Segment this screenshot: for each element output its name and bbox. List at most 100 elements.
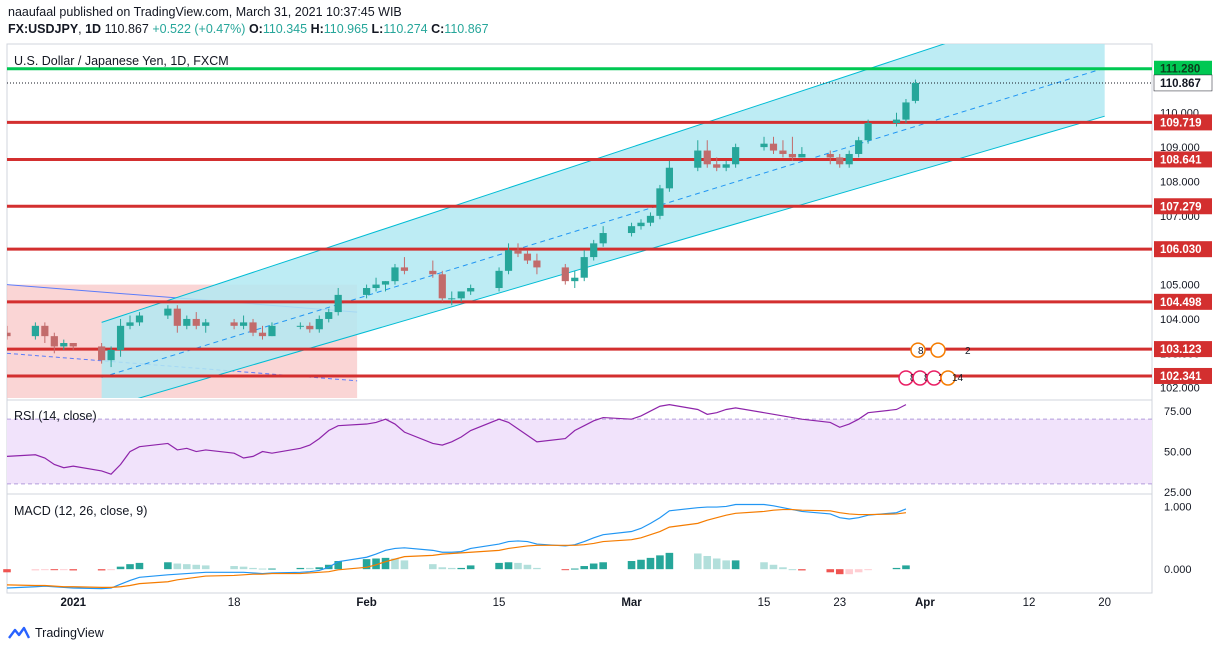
macd-histogram-bar xyxy=(835,569,844,575)
rsi-line xyxy=(6,404,907,475)
time-axis-tick: 18 xyxy=(228,597,241,609)
candle xyxy=(372,284,380,289)
candle xyxy=(911,82,920,101)
macd-histogram-bar xyxy=(646,557,655,570)
symbol[interactable]: FX:USDJPY xyxy=(8,22,79,36)
candle xyxy=(627,226,636,234)
macd-histogram-bar xyxy=(59,569,68,571)
macd-histogram-bar xyxy=(892,567,901,570)
candle xyxy=(836,157,844,165)
macd-histogram-bar xyxy=(438,567,447,570)
candle xyxy=(315,318,323,330)
candle xyxy=(580,257,588,278)
level-axis-label: 109.719 xyxy=(1160,117,1202,129)
macd-histogram-bar xyxy=(334,561,342,570)
candle xyxy=(381,281,390,285)
price-pane[interactable] xyxy=(3,0,1152,409)
macd-histogram-bar xyxy=(533,567,541,570)
macd-histogram-bar xyxy=(400,560,409,570)
event-marker-icon[interactable] xyxy=(930,342,946,358)
level-axis-label-bg xyxy=(1154,114,1212,131)
level-axis-label: 108.641 xyxy=(1160,154,1202,166)
macd-pane[interactable] xyxy=(3,503,910,590)
event-marker-icon[interactable] xyxy=(910,342,926,358)
macd-histogram-bar xyxy=(769,564,778,570)
candle xyxy=(268,325,276,337)
rsi-pane[interactable] xyxy=(6,404,1152,485)
candle xyxy=(855,140,863,154)
candle xyxy=(296,325,304,327)
time-axis-tick: Feb xyxy=(356,597,376,609)
close-value: 110.867 xyxy=(444,22,489,36)
level-axis-label-bg xyxy=(1154,367,1212,384)
macd-histogram-bar xyxy=(457,567,465,570)
macd-histogram-bar xyxy=(107,569,115,571)
event-marker-icon[interactable] xyxy=(940,370,956,386)
candle xyxy=(164,308,172,316)
macd-histogram-bar xyxy=(694,553,702,570)
candle xyxy=(656,188,664,216)
candle xyxy=(239,322,248,326)
interval[interactable]: 1D xyxy=(85,22,102,36)
macd-histogram-bar xyxy=(514,562,522,570)
time-axis-tick: Apr xyxy=(915,597,935,609)
candle xyxy=(202,322,210,326)
level-axis-label: 102.341 xyxy=(1160,371,1202,383)
macd-line xyxy=(6,503,907,590)
level-axis-label-bg xyxy=(1154,151,1212,168)
macd-histogram-bar xyxy=(372,558,380,570)
candle xyxy=(769,143,778,151)
macd-axis-tick: 0.000 xyxy=(1164,564,1192,576)
candle xyxy=(325,312,333,319)
macd-histogram-bar xyxy=(845,569,853,575)
level-axis-label: 106.030 xyxy=(1160,244,1202,256)
channel-lower-line xyxy=(137,115,1105,398)
candle xyxy=(173,308,181,326)
tradingview-brand: TradingView xyxy=(35,626,104,640)
event-marker-label: 2 xyxy=(965,346,971,357)
candle xyxy=(183,318,191,326)
macd-histogram-bar xyxy=(779,567,787,570)
time-axis-tick: 23 xyxy=(833,597,846,609)
price-axis-tick: 105.000 xyxy=(1160,280,1200,292)
time-axis-tick: 2021 xyxy=(60,597,86,609)
candle xyxy=(334,294,342,313)
candle xyxy=(467,288,475,292)
macd-histogram-bar xyxy=(183,564,191,570)
level-axis-label-bg xyxy=(1154,241,1212,258)
macd-histogram-bar xyxy=(173,563,182,570)
candle xyxy=(845,153,853,165)
candle xyxy=(665,167,673,189)
macd-histogram-bar xyxy=(637,559,645,570)
candle xyxy=(98,346,106,361)
candle xyxy=(31,325,39,337)
macd-histogram-bar xyxy=(656,555,664,570)
candle xyxy=(400,267,409,271)
macd-histogram-bar xyxy=(381,557,390,570)
macd-histogram-bar xyxy=(249,567,257,570)
regression-channel-fill xyxy=(101,44,1105,398)
change: +0.522 (+0.47%) xyxy=(152,22,246,36)
macd-histogram-bar xyxy=(391,558,399,570)
macd-histogram-bar xyxy=(760,562,768,570)
candle xyxy=(391,267,399,282)
candle xyxy=(41,325,49,337)
candle xyxy=(457,291,465,299)
tradingview-logo[interactable]: TradingView xyxy=(8,626,104,640)
candle xyxy=(798,153,806,158)
candle xyxy=(362,288,371,295)
candle xyxy=(826,153,834,158)
candle xyxy=(760,143,768,148)
candle xyxy=(135,315,144,323)
candle xyxy=(126,322,134,326)
macd-histogram-bar xyxy=(722,560,730,570)
macd-histogram-bar xyxy=(712,558,721,570)
rsi-axis-tick: 25.00 xyxy=(1164,487,1192,499)
candle xyxy=(590,243,598,258)
macd-histogram-bar xyxy=(258,568,267,570)
macd-histogram-bar xyxy=(447,567,456,570)
price-axis-tick: 102.000 xyxy=(1160,383,1200,395)
time-axis-tick: Mar xyxy=(621,597,642,609)
candle xyxy=(902,102,910,120)
